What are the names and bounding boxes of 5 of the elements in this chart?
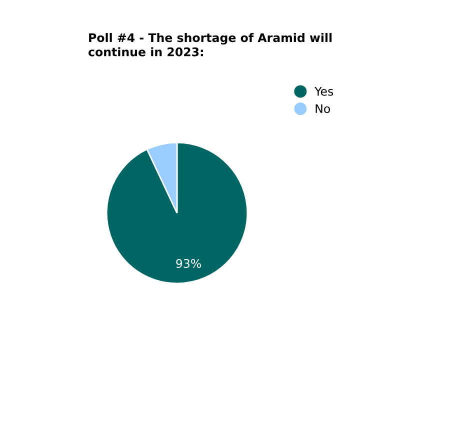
chart-title: Poll #4 - The shortage of Aramid will continue in 2023: [88, 33, 332, 56]
pie-slice [106, 142, 248, 284]
legend-label: No [316, 104, 330, 114]
legend-label: Yes [314, 86, 334, 96]
data-label: 93% [176, 259, 201, 268]
